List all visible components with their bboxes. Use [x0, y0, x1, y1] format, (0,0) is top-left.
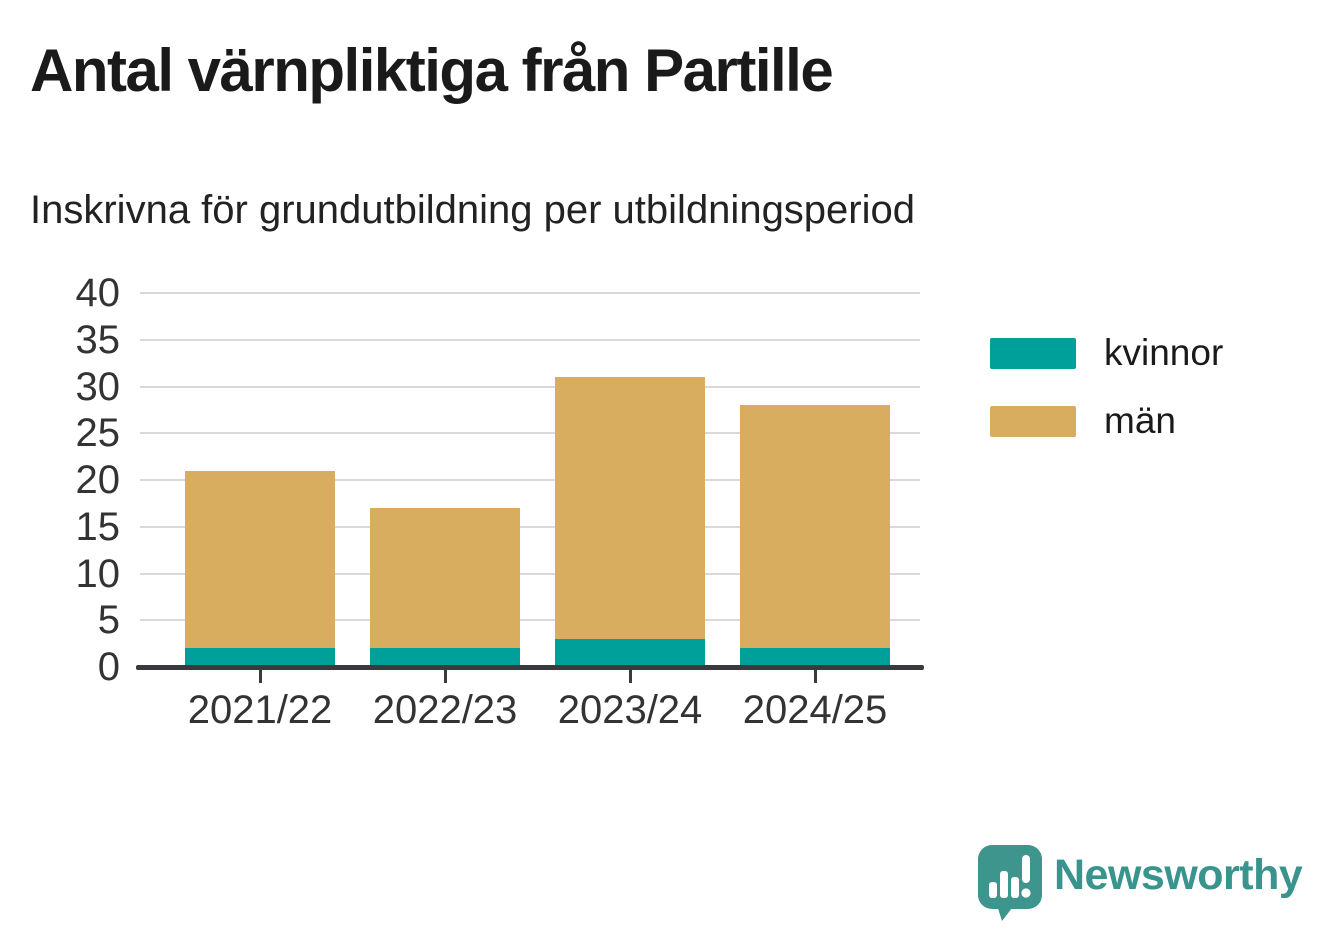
y-tick-label-30: 30 [75, 364, 121, 409]
chart-subtitle: Inskrivna för grundutbildning per utbild… [30, 188, 915, 232]
branding: Newsworthy [978, 845, 1303, 922]
y-tick-label-35: 35 [75, 317, 121, 362]
y-tick-label-25: 25 [75, 411, 121, 456]
x-tick-2022/23 [443, 670, 447, 683]
gridline-30 [140, 385, 920, 388]
y-tick-label-10: 10 [75, 551, 121, 596]
x-tick-label-2021/22: 2021/22 [187, 688, 333, 732]
legend: kvinnor män [990, 332, 1223, 468]
x-tick-label-2023/24: 2023/24 [557, 688, 703, 732]
x-tick-2024/25 [813, 670, 817, 683]
gridline-20 [140, 479, 920, 481]
newsworthy-logo-text: Newsworthy [1054, 851, 1303, 899]
chart-title: Antal värnpliktiga från Partille [30, 37, 834, 104]
legend-swatch-kvinnor [990, 337, 1076, 369]
gridline-25 [140, 432, 920, 435]
legend-swatch-män [990, 405, 1076, 437]
x-tick-2021/22 [258, 670, 262, 683]
bar-segment-kvinnor-2023/24 [555, 638, 705, 667]
legend-row-kvinnor: kvinnor [990, 332, 1223, 374]
x-tick-label-2022/23: 2022/23 [372, 688, 518, 732]
legend-row-män: män [990, 400, 1223, 442]
newsworthy-logo-icon [978, 845, 1042, 921]
legend-label-män: män [1104, 400, 1176, 441]
plot-area [140, 292, 920, 667]
bar-segment-kvinnor-2024/25 [740, 648, 890, 667]
x-axis-line [136, 665, 924, 670]
gridline-15 [140, 525, 920, 528]
x-tick-label-2024/25: 2024/25 [742, 688, 888, 732]
bar-segment-kvinnor-2022/23 [370, 648, 520, 667]
bar-segment-män-2024/25 [740, 405, 890, 649]
bar-segment-män-2021/22 [185, 470, 335, 649]
gridline-35 [140, 338, 920, 341]
legend-label-kvinnor: kvinnor [1104, 332, 1224, 373]
y-tick-label-15: 15 [75, 504, 121, 549]
gridline-40 [140, 292, 920, 294]
gridline-10 [140, 572, 920, 575]
bar-segment-män-2023/24 [555, 377, 705, 639]
y-tick-label-0: 0 [97, 645, 120, 689]
x-tick-2023/24 [628, 670, 632, 683]
bar-segment-kvinnor-2021/22 [185, 648, 335, 667]
y-tick-label-40: 40 [75, 271, 121, 315]
y-tick-label-5: 5 [97, 598, 120, 643]
bar-segment-män-2022/23 [370, 508, 520, 649]
gridline-5 [140, 619, 920, 622]
y-tick-label-20: 20 [75, 458, 121, 502]
